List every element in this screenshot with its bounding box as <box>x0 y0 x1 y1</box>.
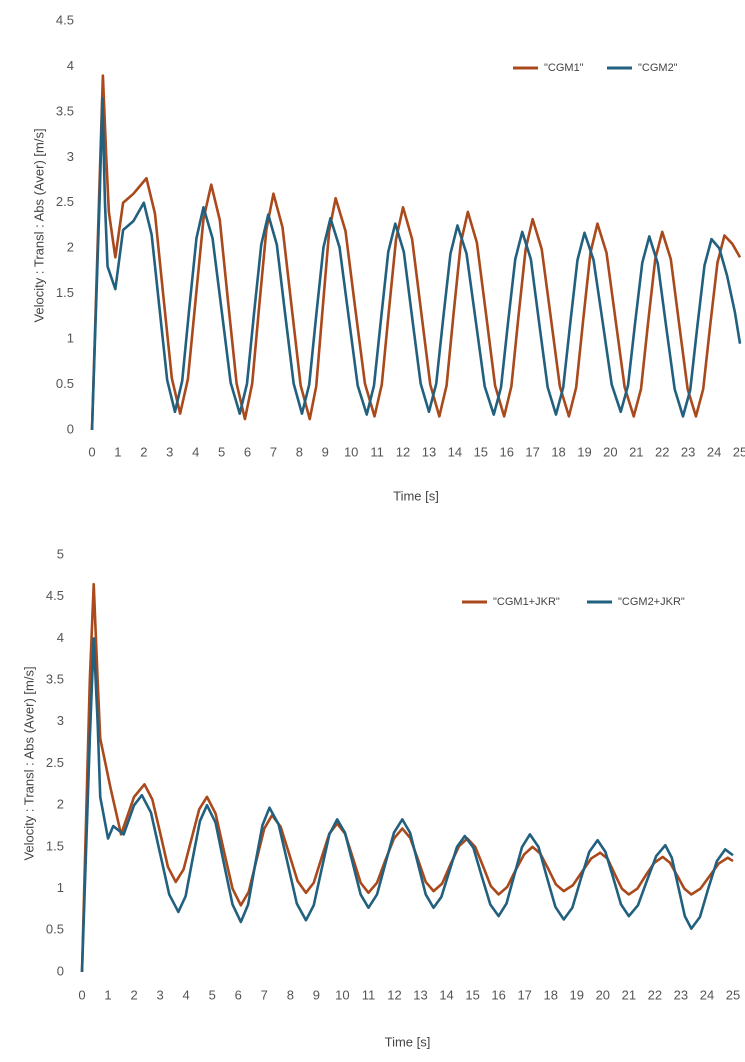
chart: 00.511.522.533.544.550 1 2 3 4 5 6 7 8 9 10 11 12 13 1… <box>21 546 740 1049</box>
x-tick-label: 17 <box>525 444 539 459</box>
x-tick-label: 15 <box>465 987 479 1002</box>
x-tick-label: 20 <box>603 444 617 459</box>
y-tick-label: 1 <box>57 880 64 895</box>
x-tick-label: 19 <box>570 987 584 1002</box>
x-tick-label: 9 <box>313 987 320 1002</box>
y-tick-label: 2 <box>67 240 74 255</box>
y-tick-label: 3.5 <box>46 672 64 687</box>
x-tick-label: 13 <box>413 987 427 1002</box>
x-tick-label: 6 <box>244 444 251 459</box>
y-tick-label: 3.5 <box>56 103 74 118</box>
x-tick-label: 25 <box>733 444 745 459</box>
series-line <box>80 637 734 973</box>
x-tick-label: 12 <box>396 444 410 459</box>
x-tick-label: 19 <box>577 444 591 459</box>
x-tick-label: 24 <box>707 444 721 459</box>
x-tick-label: 18 <box>543 987 557 1002</box>
x-tick-label: 25 <box>726 987 740 1002</box>
chart: 00.511.522.533.544.50 1 2 3 4 5 6 7 8 9 10 11 12 13 14… <box>31 12 745 503</box>
x-tick-label: 4 <box>192 444 199 459</box>
y-tick-label: 4 <box>67 58 74 73</box>
x-tick-label: 3 <box>157 987 164 1002</box>
y-axis-title: Velocity : Transl : Abs (Aver) [m/s] <box>21 666 36 860</box>
y-tick-label: 2.5 <box>56 194 74 209</box>
legend: "CGM1+JKR" "CGM2+JKR" <box>462 596 685 608</box>
legend-label: "CGM2" <box>638 62 678 74</box>
x-tick-label: 0 <box>78 987 85 1002</box>
x-tick-label: 13 <box>422 444 436 459</box>
y-tick-label: 5 <box>57 546 64 561</box>
x-tick-label: 5 <box>218 444 225 459</box>
x-tick-label: 14 <box>448 444 462 459</box>
x-axis-title: Time [s] <box>385 1034 431 1049</box>
x-tick-label: 18 <box>551 444 565 459</box>
y-tick-label: 3 <box>67 149 74 164</box>
x-tick-label: 7 <box>270 444 277 459</box>
x-tick-label: 10 <box>344 444 358 459</box>
y-tick-label: 1.5 <box>56 285 74 300</box>
x-tick-label: 4 <box>183 987 190 1002</box>
x-tick-label: 16 <box>499 444 513 459</box>
legend-label: "CGM1+JKR" <box>493 596 560 608</box>
x-tick-label: 16 <box>491 987 505 1002</box>
x-tick-label: 15 <box>474 444 488 459</box>
x-tick-label: 1 <box>114 444 121 459</box>
x-tick-label: 11 <box>370 444 384 459</box>
x-tick-label: 23 <box>681 444 695 459</box>
x-axis-title: Time [s] <box>393 488 439 503</box>
legend-label: "CGM1" <box>544 62 584 74</box>
x-tick-label: 23 <box>674 987 688 1002</box>
x-tick-label: 17 <box>517 987 531 1002</box>
y-tick-label: 2 <box>57 797 64 812</box>
y-tick-label: 1.5 <box>46 838 64 853</box>
x-tick-label: 0 <box>88 444 95 459</box>
x-tick-label: 11 <box>362 987 376 1002</box>
x-tick-label: 21 <box>622 987 636 1002</box>
y-tick-label: 2.5 <box>46 755 64 770</box>
x-tick-label: 8 <box>296 444 303 459</box>
series-line <box>90 96 742 431</box>
x-tick-label: 12 <box>387 987 401 1002</box>
x-tick-label: 6 <box>235 987 242 1002</box>
x-tick-label: 9 <box>322 444 329 459</box>
y-tick-label: 3 <box>57 713 64 728</box>
x-tick-label: 8 <box>287 987 294 1002</box>
y-tick-label: 0.5 <box>46 922 64 937</box>
x-tick-label: 21 <box>629 444 643 459</box>
series-line <box>90 74 742 431</box>
y-tick-label: 0.5 <box>56 376 74 391</box>
series-line <box>80 582 734 973</box>
x-tick-label: 7 <box>261 987 268 1002</box>
x-tick-label: 3 <box>166 444 173 459</box>
x-tick-label: 2 <box>130 987 137 1002</box>
x-tick-label: 10 <box>335 987 349 1002</box>
x-tick-label: 24 <box>700 987 714 1002</box>
y-tick-label: 4.5 <box>46 588 64 603</box>
legend: "CGM1" "CGM2" <box>513 62 678 74</box>
y-tick-label: 4 <box>57 630 64 645</box>
y-tick-label: 0 <box>57 963 64 978</box>
x-tick-label: 20 <box>596 987 610 1002</box>
x-tick-label: 22 <box>648 987 662 1002</box>
y-axis-title: Velocity : Transl : Abs (Aver) [m/s] <box>31 128 46 322</box>
y-tick-label: 1 <box>67 331 74 346</box>
x-tick-label: 14 <box>439 987 453 1002</box>
x-tick-label: 1 <box>104 987 111 1002</box>
y-tick-label: 4.5 <box>56 12 74 27</box>
x-tick-label: 2 <box>140 444 147 459</box>
legend-label: "CGM2+JKR" <box>618 596 685 608</box>
x-tick-label: 22 <box>655 444 669 459</box>
y-tick-label: 0 <box>67 421 74 436</box>
x-tick-label: 5 <box>209 987 216 1002</box>
